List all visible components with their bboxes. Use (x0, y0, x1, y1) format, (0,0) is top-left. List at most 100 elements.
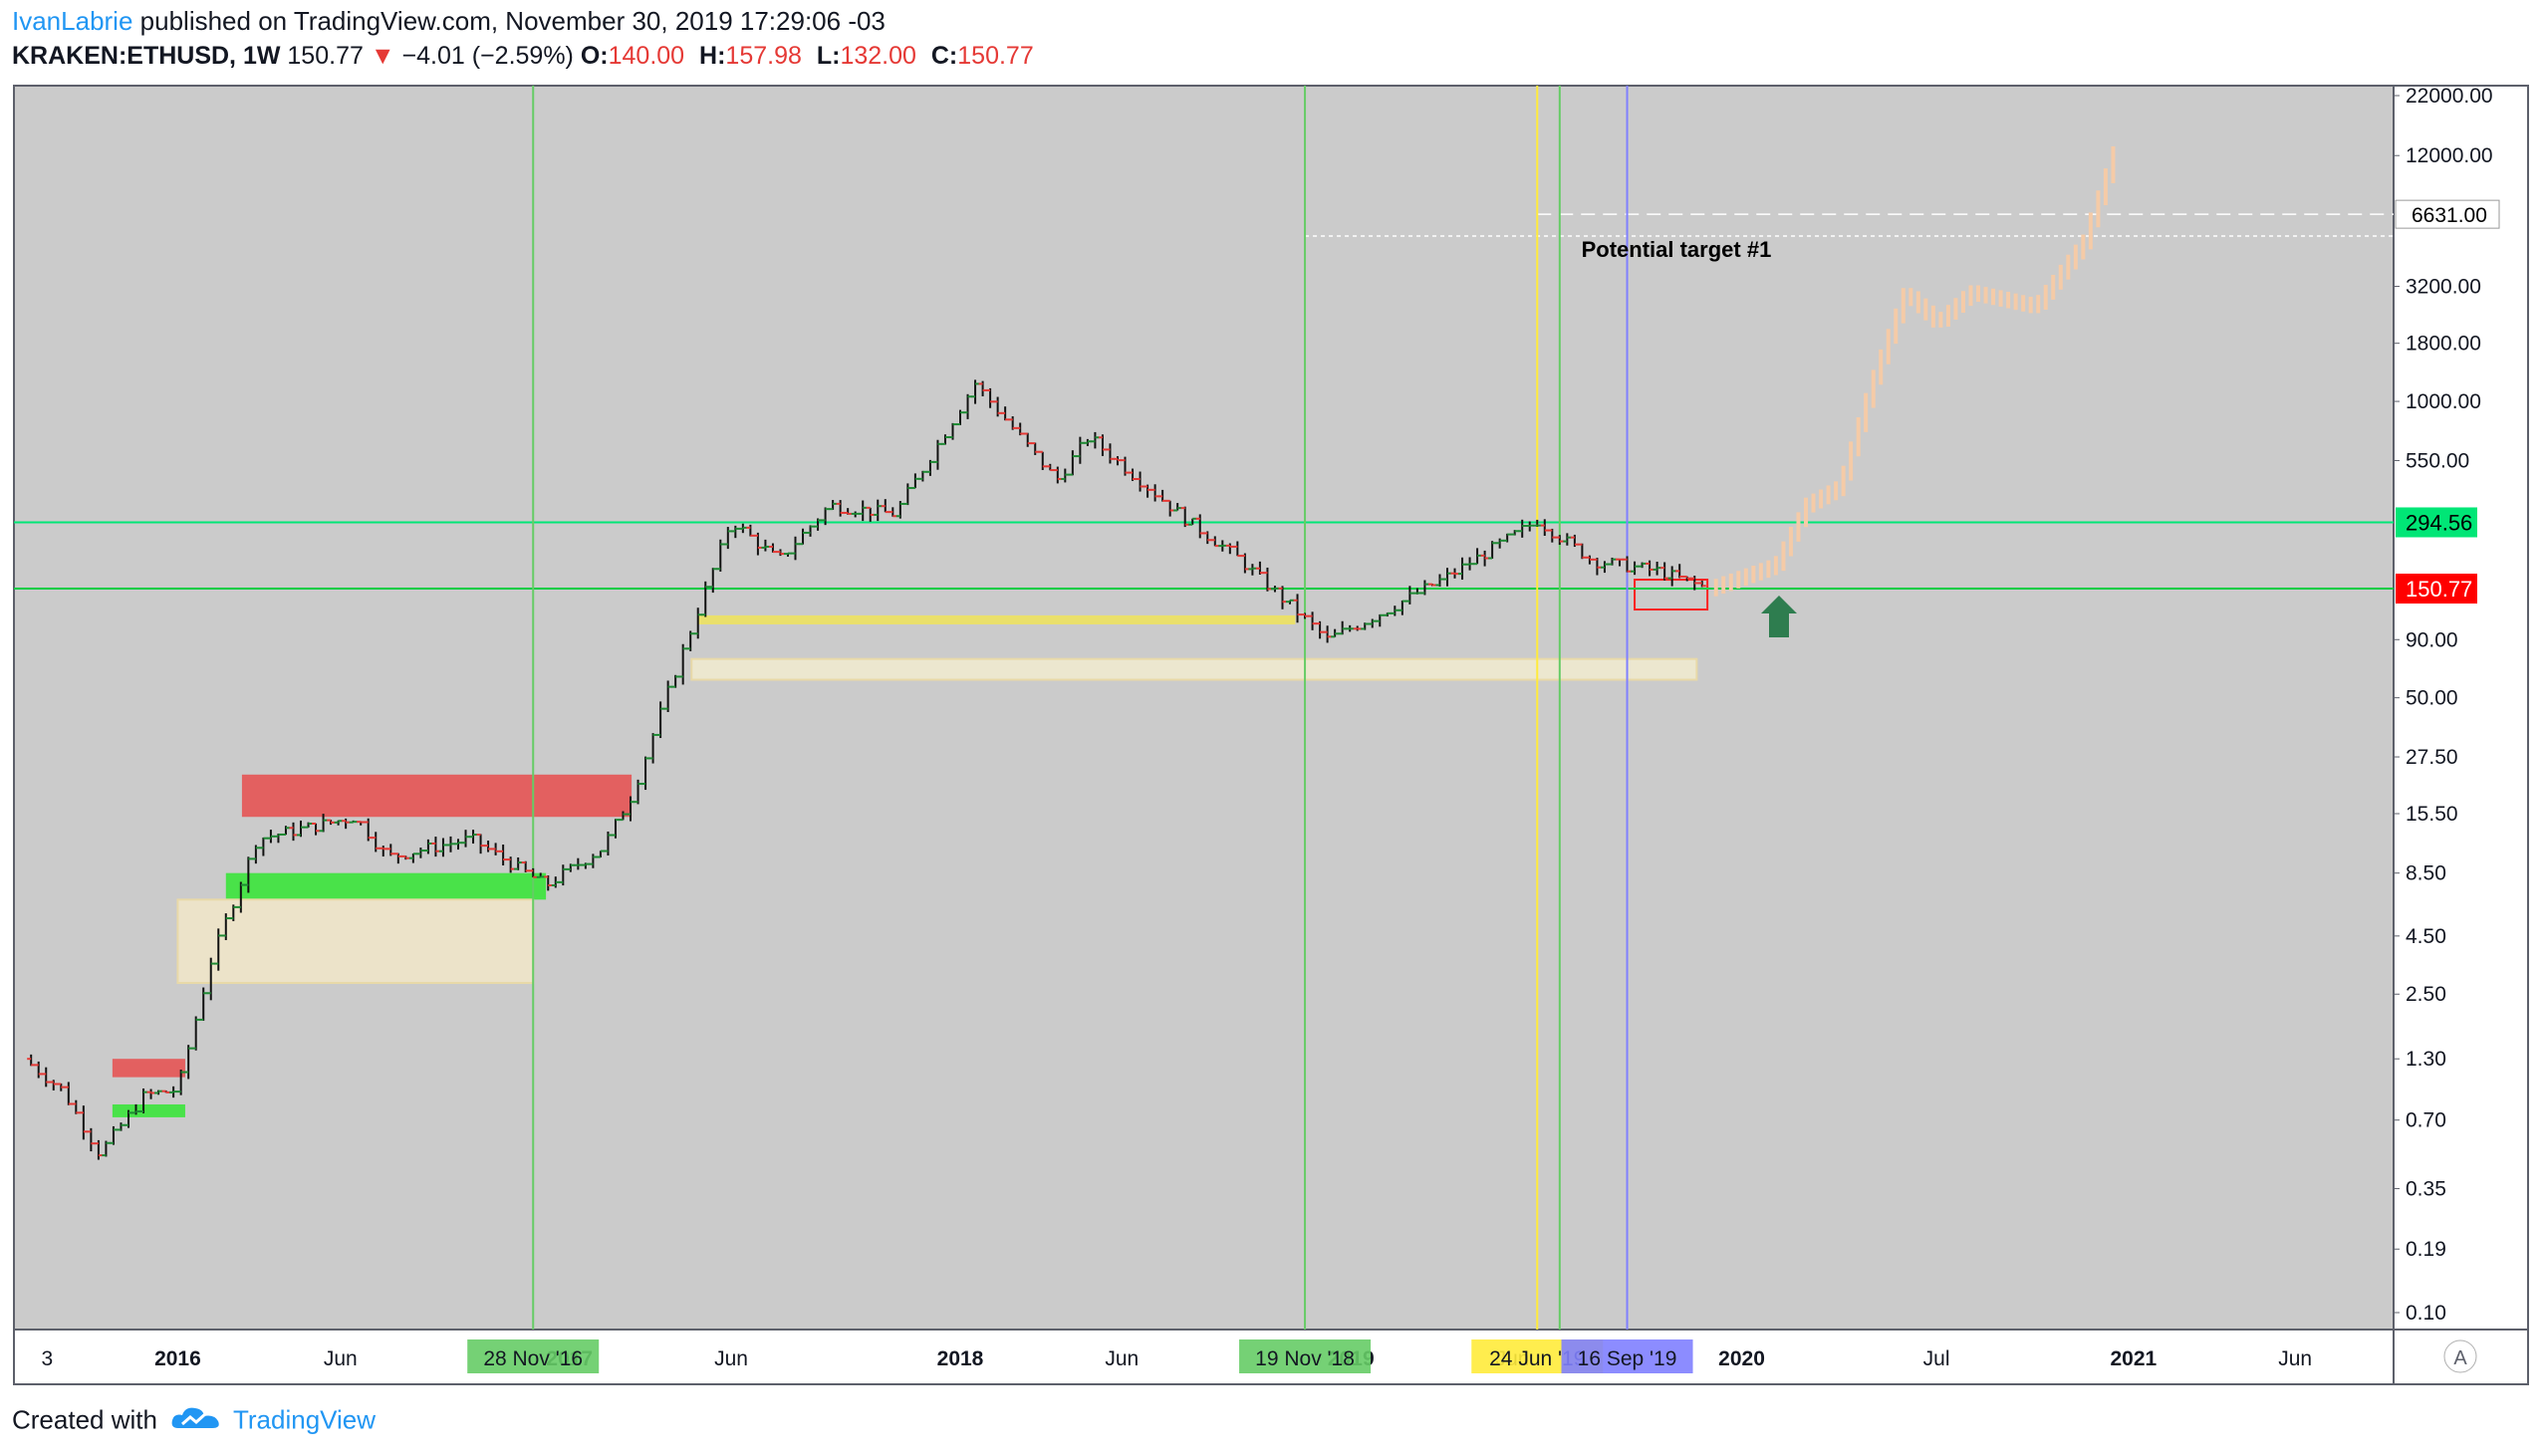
projection-bar (1923, 298, 1928, 321)
x-tick-label: Jun (2278, 1347, 2312, 1370)
x-tick-label: Jun (1105, 1347, 1139, 1370)
y-tick-label: 22000.00 (2406, 85, 2493, 108)
price-label-6631.00: 6631.00 (2412, 204, 2487, 227)
x-tick-label: 2016 (154, 1347, 201, 1370)
open-label: O: (580, 42, 609, 70)
y-tick-label: 3200.00 (2406, 276, 2481, 299)
y-tick-label: 1000.00 (2406, 390, 2481, 413)
projection-bar (1834, 481, 1839, 501)
zone-range-2 (176, 898, 535, 984)
projection-bar (1879, 349, 1884, 385)
tradingview-cloud-icon (170, 1404, 222, 1439)
y-tick-label: 27.50 (2406, 746, 2458, 769)
price-bars (27, 379, 1706, 1160)
up-arrow-icon (1761, 596, 1797, 637)
price-label-294.56: 294.56 (2406, 510, 2472, 535)
price-label-bg-294.56 (2396, 507, 2477, 538)
author-link[interactable]: IvanLabrie (12, 6, 133, 36)
projection-bar (2028, 296, 2033, 314)
projection-bar (1796, 512, 1801, 542)
zone-support-5 (697, 614, 1296, 624)
y-tick-label: 2.50 (2406, 983, 2446, 1006)
projection-bar (2073, 244, 2078, 270)
y-tick-label: 1.30 (2406, 1048, 2446, 1071)
annotation-text-0: Potential target #1 (1582, 237, 1772, 262)
x-tick-label: Jun (324, 1347, 358, 1370)
projection-bar (1804, 497, 1809, 528)
close-value: 150.77 (957, 42, 1034, 70)
marker-label-bg-0 (467, 1339, 600, 1373)
published-text: published on TradingView.com, November 3… (139, 6, 886, 36)
projection-bars (1713, 145, 2116, 597)
projection-bar (1908, 288, 1913, 307)
marker-label-2: 24 Jun '19 (1489, 1347, 1585, 1370)
high-label: H: (699, 42, 726, 70)
projection-bar (1894, 308, 1899, 345)
projection-bar (1788, 526, 1793, 557)
projection-bar (1953, 298, 1958, 321)
projection-bar (1751, 565, 1756, 584)
footer: Created with TradingView (12, 1404, 376, 1439)
projection-bar (1826, 485, 1831, 505)
x-tick-label: Jul (1923, 1347, 1950, 1370)
projection-bar (1864, 392, 1869, 432)
projection-bar (1728, 573, 1733, 592)
x-tick-label: 2021 (2110, 1347, 2157, 1370)
created-with-text: Created with (12, 1404, 157, 1435)
y-tick-label: 0.70 (2406, 1109, 2446, 1132)
projection-bar (2058, 264, 2063, 290)
low-value: 132.00 (840, 42, 916, 70)
projection-bar (1856, 417, 1861, 457)
projection-bar (1983, 287, 1988, 304)
symbol-line: KRAKEN:ETHUSD, 1W 150.77 ▼ −4.01 (−2.59%… (12, 42, 1034, 71)
projection-bar (1773, 556, 1778, 576)
open-value: 140.00 (608, 42, 685, 70)
zone-demand-1 (225, 872, 547, 900)
projection-bar (1713, 579, 1718, 597)
x-tick-label: 3 (41, 1347, 53, 1370)
zone-box-7 (1634, 579, 1709, 611)
tradingview-brand[interactable]: TradingView (232, 1404, 377, 1435)
projection-bar (1930, 305, 1935, 328)
close-label: C: (930, 42, 958, 70)
price-label-150.77: 150.77 (2406, 577, 2472, 602)
marker-label-1: 19 Nov '18 (1255, 1347, 1355, 1370)
price-change: −4.01 (−2.59%) (401, 42, 574, 70)
zone-supply-3 (112, 1059, 185, 1078)
low-label: L: (816, 42, 841, 70)
projection-bar (2013, 293, 2018, 311)
projection-bar (1811, 493, 1816, 513)
y-tick-label: 8.50 (2406, 862, 2446, 885)
projection-bar (1991, 288, 1996, 306)
y-tick-label: 1800.00 (2406, 333, 2481, 356)
last-price: 150.77 (287, 42, 364, 70)
marker-label-0: 28 Nov '16 (483, 1347, 583, 1370)
projection-bar (1736, 571, 1741, 589)
projection-bar (2096, 190, 2101, 228)
projection-bar (1781, 541, 1786, 572)
price-label-bg-6631.00 (2395, 199, 2500, 229)
projection-bar (2081, 234, 2086, 260)
symbol-label: KRAKEN:ETHUSD, 1W (12, 42, 281, 70)
plot-area (15, 87, 2394, 1330)
marker-label-bg-4 (1561, 1339, 1693, 1373)
projection-bar (1886, 329, 1891, 364)
projection-bar (1901, 288, 1906, 324)
projection-bar (1998, 290, 2003, 307)
x-tick-label: 2020 (1718, 1347, 1765, 1370)
projection-bar (1945, 305, 1950, 327)
change-down-icon: ▼ (370, 42, 395, 70)
zone-demand-4 (112, 1103, 185, 1117)
projection-bar (1849, 441, 1854, 481)
projection-bar (1841, 465, 1846, 497)
auto-scale-button (2443, 1339, 2477, 1373)
projection-bar (1819, 489, 1824, 509)
y-tick-label: 550.00 (2406, 449, 2469, 472)
projection-bar (1968, 285, 1973, 307)
y-tick-label: 50.00 (2406, 687, 2458, 710)
projection-bar (2043, 285, 2048, 311)
projection-bar (1743, 568, 1748, 587)
y-tick-label: 0.35 (2406, 1178, 2446, 1201)
projection-bar (2066, 254, 2071, 280)
